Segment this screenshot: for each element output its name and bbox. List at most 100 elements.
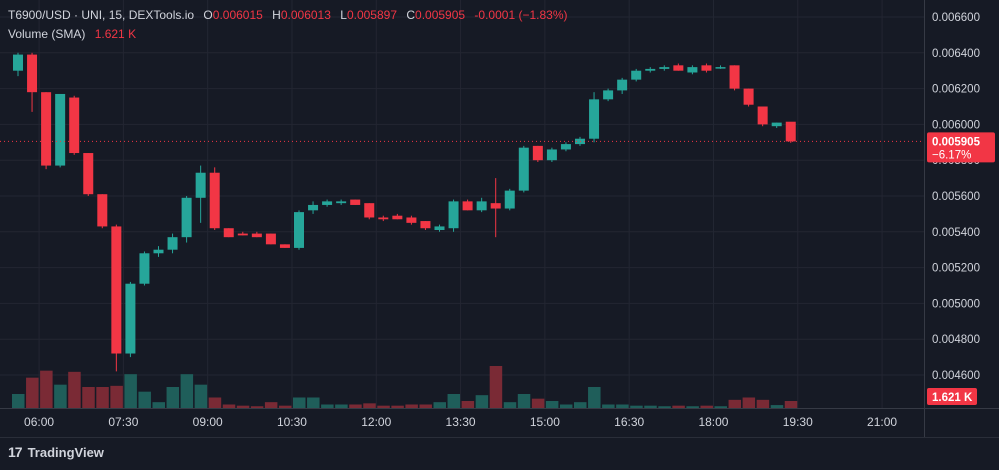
x-tick-label: 18:00 xyxy=(698,415,728,429)
volume-label[interactable]: Volume (SMA) xyxy=(8,27,86,41)
volume-bar xyxy=(658,406,671,408)
volume-bar xyxy=(391,405,404,408)
volume-bar xyxy=(475,395,489,408)
candle-body xyxy=(139,253,150,284)
candle-body xyxy=(83,153,94,195)
close-label: C xyxy=(406,8,416,22)
candle-body xyxy=(223,228,234,238)
volume-bar xyxy=(152,402,165,408)
volume-bar xyxy=(503,402,517,408)
close-value: 0.005905 xyxy=(415,8,466,22)
volume-bar xyxy=(672,405,685,408)
candle-body xyxy=(251,233,262,238)
candle-body xyxy=(617,79,628,91)
volume-bar xyxy=(12,394,25,408)
candle-body xyxy=(476,201,487,211)
volume-bar xyxy=(110,385,123,408)
volume-bar xyxy=(517,394,531,408)
symbol-label[interactable]: T6900/USD · UNI, 15, DEXTools.io xyxy=(8,8,195,22)
volume-bar xyxy=(222,404,236,408)
candle-body xyxy=(560,144,571,150)
volume-bar xyxy=(307,397,320,408)
volume-bar xyxy=(138,391,151,408)
candle-body xyxy=(785,121,796,142)
last-price-badge xyxy=(927,132,995,163)
candle-body xyxy=(687,67,698,73)
x-tick-label: 16:30 xyxy=(614,415,644,429)
candle-body xyxy=(195,172,206,198)
open-value: 0.006015 xyxy=(212,8,263,22)
candle-body xyxy=(308,204,319,211)
open-label: O xyxy=(203,8,213,22)
ohlc-legend-row: T6900/USD · UNI, 15, DEXTools.io O0.0060… xyxy=(8,6,567,25)
candle-body xyxy=(322,201,333,205)
volume-bar xyxy=(531,398,545,408)
volume-bar xyxy=(616,404,629,408)
x-tick-label: 09:00 xyxy=(193,415,223,429)
volume-bar xyxy=(405,404,418,408)
y-tick-label: 0.005000 xyxy=(932,298,980,310)
candle-body xyxy=(209,172,220,229)
y-tick-label: 0.006000 xyxy=(932,119,980,131)
volume-bar xyxy=(447,394,461,408)
volume-bar xyxy=(770,405,784,408)
volume-bar xyxy=(264,402,278,408)
x-tick-label: 10:30 xyxy=(277,415,307,429)
volume-bar xyxy=(377,405,390,408)
candle-body xyxy=(265,233,276,245)
candle-body xyxy=(490,203,501,209)
candle-body xyxy=(13,54,23,71)
volume-bar xyxy=(363,403,376,408)
y-tick-label: 0.005600 xyxy=(932,191,980,203)
last-price-label: 0.005905 xyxy=(932,136,981,148)
volume-bar xyxy=(68,371,81,408)
volume-badge-label: 1.621 K xyxy=(932,392,973,404)
candle-body xyxy=(294,212,304,248)
volume-bar xyxy=(278,405,292,408)
x-tick-label: 19:30 xyxy=(783,415,813,429)
candle-body xyxy=(41,92,52,166)
candle-body xyxy=(153,249,164,254)
change-value: -0.0001 (−1.83%) xyxy=(474,8,568,22)
candle-body xyxy=(237,233,248,236)
candle-body xyxy=(55,93,66,166)
candle-body xyxy=(659,67,670,69)
volume-bar xyxy=(728,399,742,408)
volume-bar xyxy=(349,404,362,408)
x-tick-label: 06:00 xyxy=(24,415,54,429)
volume-bar xyxy=(714,406,727,408)
candle-body xyxy=(406,217,417,223)
candle-body xyxy=(434,226,445,231)
x-tick-label: 13:30 xyxy=(446,415,476,429)
volume-bar xyxy=(250,406,264,408)
candle-body xyxy=(448,201,459,229)
candle-body xyxy=(420,221,431,229)
tradingview-branding[interactable]: 17 TradingView xyxy=(8,443,104,461)
candle-body xyxy=(645,68,656,71)
volume-bar xyxy=(321,404,334,408)
candle-body xyxy=(631,70,642,80)
high-label: H xyxy=(272,8,281,22)
volume-bar xyxy=(742,397,756,408)
volume-bar xyxy=(124,374,137,408)
volume-bar xyxy=(545,401,559,408)
volume-bar xyxy=(756,399,770,408)
high-value: 0.006013 xyxy=(280,8,331,22)
volume-bar xyxy=(630,405,643,408)
candle-body xyxy=(27,54,38,93)
x-tick-label: 21:00 xyxy=(867,415,897,429)
volume-value: 1.621 K xyxy=(94,27,137,41)
volume-badge xyxy=(927,388,977,405)
candle-body xyxy=(181,197,192,238)
candle-body xyxy=(546,149,557,161)
candle-body xyxy=(729,65,740,89)
candle-body xyxy=(378,217,389,220)
candle-body xyxy=(518,147,529,191)
y-tick-label: 0.006600 xyxy=(932,12,980,24)
volume-bar xyxy=(82,387,95,408)
candle-body xyxy=(757,106,768,125)
x-tick-label: 15:00 xyxy=(530,415,560,429)
chart-legend: T6900/USD · UNI, 15, DEXTools.io O0.0060… xyxy=(8,6,567,44)
